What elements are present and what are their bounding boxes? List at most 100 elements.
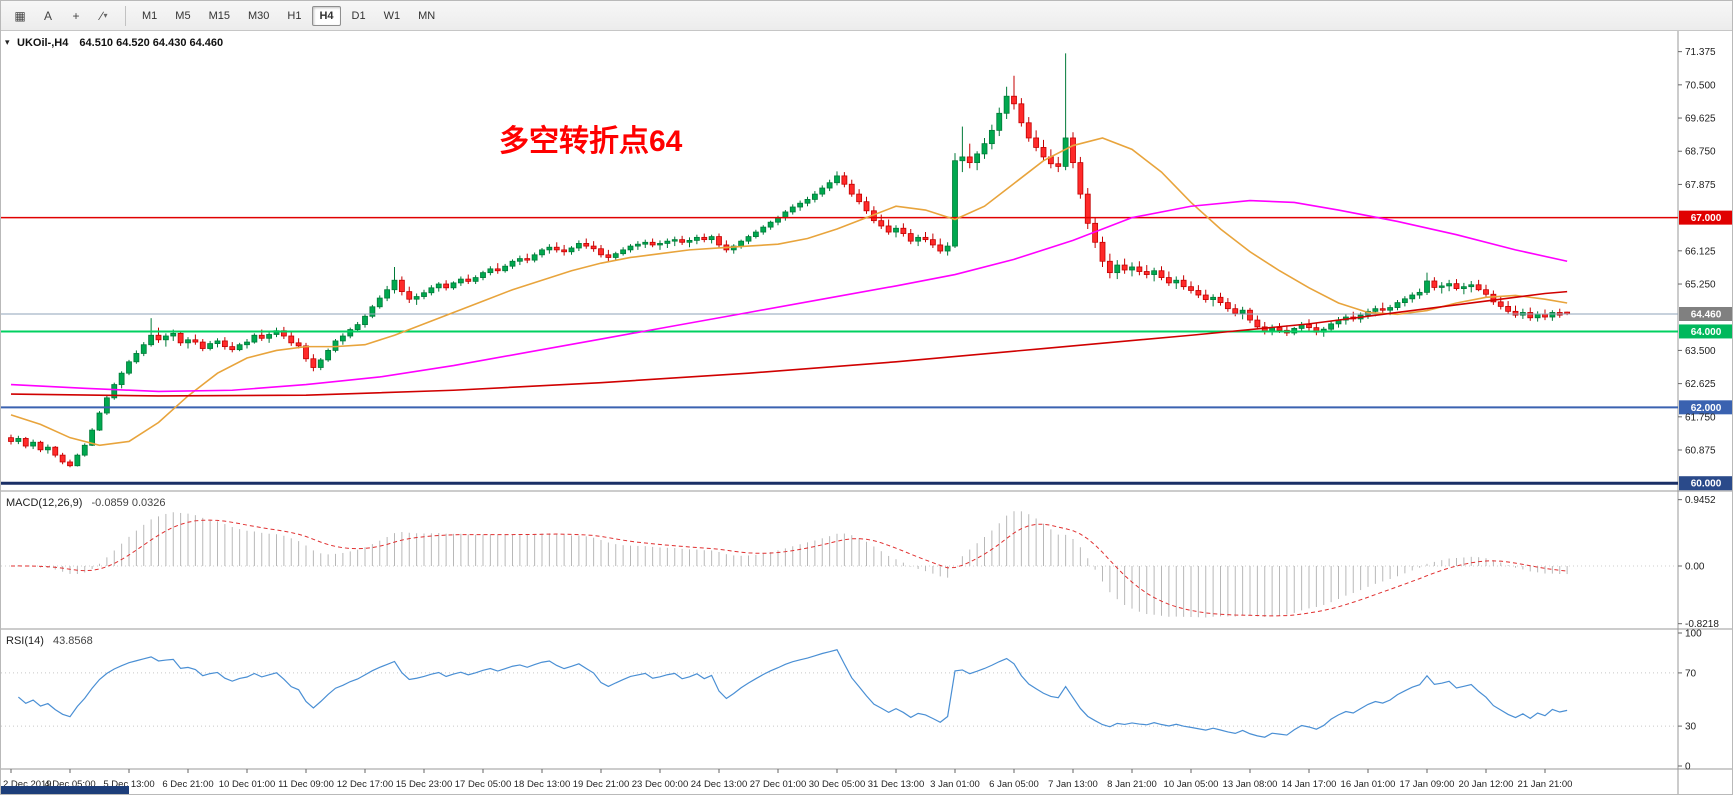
candle-down [856,193,863,203]
candle-up [81,444,88,456]
chart-window-icon[interactable]: ▦ [7,5,33,27]
rsi-axis-label: 0 [1685,762,1691,773]
time-label: 16 Jan 01:00 [1341,779,1396,790]
candle-up [1460,286,1467,289]
candle-up [457,278,464,284]
candle-down [1217,296,1224,304]
time-label: 24 Dec 13:00 [691,779,748,790]
ma-mid-line [10,199,1568,393]
candle-down [929,239,936,246]
tool-button-group: ▦ A + ∕ ▾ [7,5,117,27]
symbol-marker-icon: ▾ [5,37,10,47]
chart-area: ▾ UKOil-,H4 64.510 64.520 64.430 64.460 … [1,31,1733,795]
symbol-label: UKOil-,H4 [17,37,69,49]
candle-down [841,175,848,185]
candle-up [760,226,767,233]
candle-up [767,221,774,228]
candle-down [1306,324,1312,329]
timeframe-button-m30[interactable]: M30 [241,6,276,26]
candle-down [443,283,450,289]
candle-up [148,334,155,346]
candle-down [406,291,413,300]
time-label: 8 Jan 21:00 [1107,779,1157,790]
time-label: 13 Jan 08:00 [1223,779,1278,790]
text-tool-icon[interactable]: A [35,5,61,27]
candle-up [1003,95,1010,114]
candle-up [244,341,250,346]
candle-up [1151,270,1158,275]
candle-down [878,220,885,227]
candle-up [1438,285,1445,288]
candle-up [413,296,420,300]
time-label: 15 Dec 23:00 [396,779,453,790]
candle-up [391,279,398,291]
timeframe-button-d1[interactable]: D1 [345,6,373,26]
timeframe-button-h4[interactable]: H4 [312,5,341,26]
timeframe-button-w1[interactable]: W1 [377,6,408,26]
candle-up [797,202,804,208]
rsi-label: RSI(14) 43.8568 [6,635,93,647]
timeframe-button-h1[interactable]: H1 [280,6,308,26]
candle-down [1512,310,1519,316]
candle-up [804,199,811,204]
candle-up [170,332,177,337]
candle-down [1011,95,1017,105]
candle-up [620,249,627,255]
ma-slow-line [10,290,1568,397]
candle-down [598,248,604,256]
macd-values: -0.0859 0.0326 [91,497,165,509]
candle-up [89,429,96,446]
taskbar-fragment [1,786,129,794]
candle-down [679,239,686,243]
candle-up [266,334,273,339]
candle-up [384,289,391,299]
price-level-box [1679,476,1732,491]
time-label: 2 Dec 2019 [3,779,52,790]
timeframe-button-m5[interactable]: M5 [168,6,197,26]
chart-canvas[interactable]: ▾ UKOil-,H4 64.510 64.520 64.430 64.460 … [1,31,1733,795]
rsi-axis-label: 30 [1685,722,1697,733]
timeframe-button-m15[interactable]: M15 [202,6,237,26]
price-level-label: 64.000 [1691,327,1722,338]
candle-up [74,454,81,467]
timeframe-button-mn[interactable]: MN [411,6,442,26]
candle-down [310,358,317,368]
candle-down [922,236,929,241]
price-level-label: 60.000 [1691,479,1722,490]
dropdown-caret-icon: ▾ [103,11,108,20]
time-label: 12 Dec 17:00 [337,779,394,790]
candle-up [103,397,110,414]
candle-up [502,265,509,272]
draw-tools-icon[interactable]: ∕ ▾ [91,5,117,27]
ohlc-values: 64.510 64.520 64.430 64.460 [79,37,223,49]
macd-signal-line [10,519,1568,617]
price-tick-label: 63.500 [1685,346,1716,357]
price-tick-label: 66.125 [1685,246,1716,257]
candle-down [1475,284,1482,291]
candle-up [686,239,693,243]
price-tick-label: 71.375 [1685,47,1716,58]
macd-label: MACD(12,26,9) -0.0859 0.0326 [6,497,166,509]
candle-up [1549,312,1556,318]
candle-down [561,249,568,253]
candle-down [1254,319,1261,328]
candle-up [369,306,376,317]
macd-name: MACD(12,26,9) [6,497,82,509]
price-tick-label: 67.875 [1685,180,1716,191]
macd-axis-label: -0.8218 [1685,619,1719,630]
candle-up [214,340,221,344]
candle-up [664,240,671,244]
timeframe-button-m1[interactable]: M1 [135,6,164,26]
candle-down [52,446,59,456]
candle-down [1195,290,1202,296]
candle-down [524,258,531,261]
price-level-box [1679,210,1732,225]
candle-down [494,268,501,272]
candle-up [15,438,22,442]
candle-up [472,277,479,282]
candle-up [480,272,486,278]
crosshair-icon[interactable]: + [63,5,89,27]
candle-up [96,412,103,431]
candle-down [229,346,236,351]
price-level-label: 62.000 [1691,403,1722,414]
